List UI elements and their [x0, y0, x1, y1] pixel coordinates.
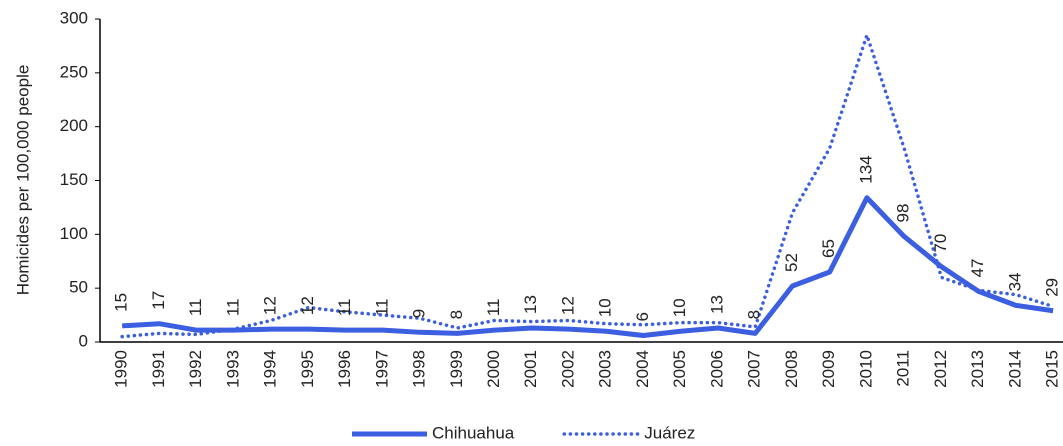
x-tick-label: 2003 — [596, 350, 615, 388]
x-tick-label: 1994 — [261, 350, 280, 388]
data-label: 11 — [335, 299, 354, 317]
x-tick-label: 2005 — [670, 350, 689, 388]
x-tick-label: 2015 — [1043, 350, 1062, 388]
x-tick-label: 2000 — [484, 350, 503, 388]
x-tick-label: 2001 — [521, 350, 540, 388]
data-label: 10 — [670, 298, 689, 317]
data-label: 10 — [596, 298, 615, 317]
y-tick-label: 100 — [60, 224, 88, 243]
data-label: 12 — [298, 296, 317, 315]
data-label: 12 — [261, 296, 280, 315]
x-tick-label: 2002 — [558, 350, 577, 388]
x-tick-label: 2004 — [633, 350, 652, 388]
x-tick-label: 1999 — [447, 350, 466, 388]
x-tick-label: 1996 — [335, 350, 354, 388]
x-tick-label: 1997 — [372, 350, 391, 388]
y-tick-label: 200 — [60, 116, 88, 135]
data-label: 70 — [931, 234, 950, 253]
data-label: 12 — [558, 296, 577, 315]
x-tick-label: 1995 — [298, 350, 317, 388]
x-tick-label: 2013 — [968, 350, 987, 388]
data-label: 65 — [819, 239, 838, 258]
x-tick-label: 2014 — [1005, 350, 1024, 388]
x-tick-label: 2012 — [931, 350, 950, 388]
y-tick-label: 0 — [79, 331, 88, 350]
x-tick-label: 2010 — [856, 350, 875, 388]
line-series — [120, 33, 1055, 339]
data-label: 11 — [484, 299, 503, 317]
data-label: 17 — [149, 291, 168, 310]
data-label: 52 — [782, 253, 801, 272]
x-tick-label: 2006 — [707, 350, 726, 388]
y-tick-label: 300 — [60, 8, 88, 27]
y-axis-label: Homicides per 100,000 people — [13, 65, 32, 296]
data-label: 15 — [112, 293, 131, 312]
data-label: 13 — [707, 295, 726, 314]
data-label: 6 — [633, 312, 652, 321]
data-label: 34 — [1005, 272, 1024, 291]
x-tick-label: 2007 — [745, 350, 764, 388]
x-tick-label: 2009 — [819, 350, 838, 388]
data-label: 134 — [856, 155, 875, 183]
x-tick-label: 1992 — [186, 350, 205, 388]
legend-label: Juárez — [644, 423, 695, 442]
x-tick-label: 1991 — [149, 350, 168, 388]
data-label: 11 — [223, 299, 242, 317]
y-tick-label: 50 — [69, 278, 88, 297]
data-label: 8 — [745, 310, 764, 319]
line-series — [121, 195, 1054, 339]
x-tick-label: 1990 — [112, 350, 131, 388]
y-tick-label: 250 — [60, 62, 88, 81]
data-label: 98 — [894, 204, 913, 223]
data-label: 11 — [372, 299, 391, 317]
y-tick-label: 150 — [60, 170, 88, 189]
data-label: 11 — [186, 299, 205, 317]
data-label: 13 — [521, 295, 540, 314]
legend-label: Chihuahua — [432, 423, 515, 442]
data-label: 9 — [410, 309, 429, 318]
x-tick-label: 2011 — [894, 350, 913, 387]
data-label: 29 — [1043, 278, 1062, 297]
data-label: 47 — [968, 258, 987, 277]
x-tick-label: 2008 — [782, 350, 801, 388]
x-tick-label: 1998 — [410, 350, 429, 388]
x-tick-label: 1993 — [223, 350, 242, 388]
data-label: 8 — [447, 310, 466, 319]
